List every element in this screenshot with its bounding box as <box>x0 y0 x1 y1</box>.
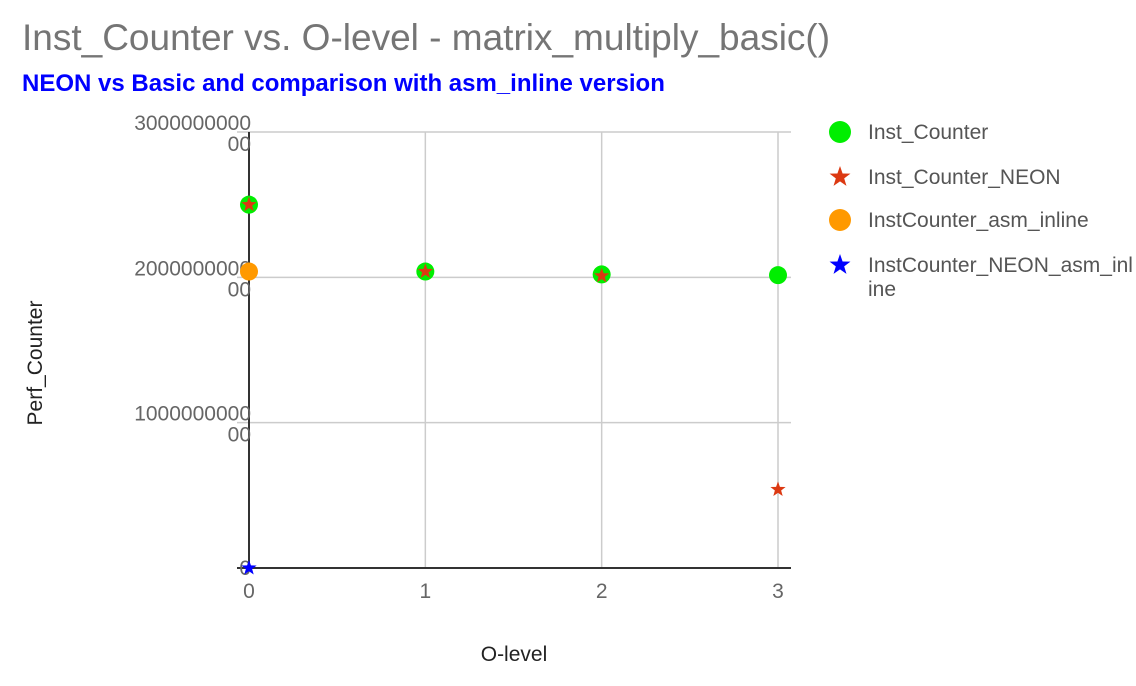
x-tick-label: 0 <box>243 580 255 603</box>
x-tick-label: 2 <box>596 580 608 603</box>
point-inst-counter-neon <box>594 267 610 283</box>
y-tick-label-line: 1000000000 <box>134 403 251 426</box>
point-inst-counter-neon <box>770 481 786 496</box>
y-tick-label-line: 0 <box>239 557 251 580</box>
point-instcounter-asm-inline <box>240 262 258 281</box>
legend-label-line: InstCounter_NEON_asm_inl <box>868 254 1133 277</box>
legend-label-inst-counter: Inst_Counter <box>868 121 988 144</box>
grid-lines <box>237 131 791 569</box>
y-axis-title: Perf_Counter <box>24 301 47 426</box>
legend-marker-inst-counter <box>829 121 851 143</box>
point-inst-counter-neon <box>241 196 257 212</box>
x-axis-ticks: 0 1 2 3 <box>243 580 784 603</box>
y-tick-label: 0 <box>239 557 251 580</box>
point-inst-counter <box>769 266 787 285</box>
legend-marker-instcounter-asm-inline <box>829 209 851 231</box>
x-tick-label: 1 <box>419 580 431 603</box>
data-points <box>240 195 787 575</box>
legend-marker-inst-counter-neon <box>829 166 851 186</box>
point-instcounter-neon-asm-inline <box>241 560 257 575</box>
legend-label-inst-counter-neon: Inst_Counter_NEON <box>868 166 1061 189</box>
legend-label-line: Inst_Counter_NEON <box>868 166 1061 189</box>
point-inst-counter-neon <box>417 263 433 278</box>
y-tick-label-line: 00 <box>228 133 251 156</box>
y-tick-label-line: 00 <box>228 278 251 301</box>
chart-subtitle: NEON vs Basic and comparison with asm_in… <box>22 70 665 97</box>
y-tick-label-line: 3000000000 <box>134 112 251 135</box>
y-tick-label-line: 2000000000 <box>134 257 251 280</box>
x-axis-title: O-level <box>481 643 548 666</box>
x-tick-label: 3 <box>772 580 784 603</box>
legend-label-line: InstCounter_asm_inline <box>868 209 1089 232</box>
legend: Inst_Counter Inst_Counter_NEON InstCounter… <box>829 121 1133 301</box>
legend-marker-instcounter-neon-asm-inline <box>829 254 851 274</box>
legend-label-line: Inst_Counter <box>868 121 988 144</box>
y-tick-label: 1000000000 00 <box>134 403 251 447</box>
legend-label-line: ine <box>868 278 896 301</box>
legend-label-instcounter-asm-inline: InstCounter_asm_inline <box>868 209 1089 232</box>
y-tick-label-line: 00 <box>228 424 251 447</box>
chart-title: Inst_Counter vs. O-level - matrix_multip… <box>22 17 830 58</box>
y-tick-label: 2000000000 00 <box>134 257 251 301</box>
legend-label-instcounter-neon-asm-inline: InstCounter_NEON_asm_inl ine <box>868 254 1133 301</box>
y-tick-label: 3000000000 00 <box>134 112 251 156</box>
